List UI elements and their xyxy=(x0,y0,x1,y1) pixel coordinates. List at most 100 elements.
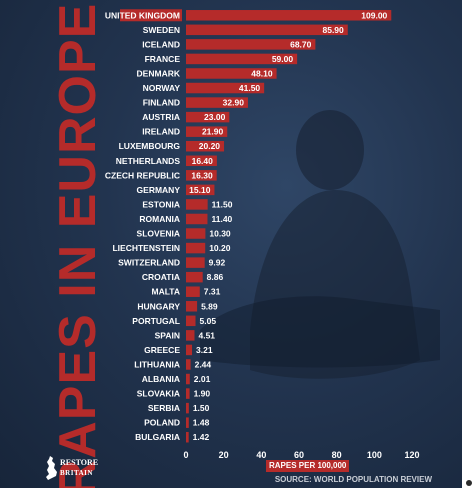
category-label: CZECH REPUBLIC xyxy=(105,170,180,180)
bar xyxy=(186,68,277,79)
value-label: 2.01 xyxy=(194,374,211,384)
category-label: LUXEMBOURG xyxy=(119,141,181,151)
category-label: SWITZERLAND xyxy=(118,258,180,268)
category-label: UNITED KINGDOM xyxy=(105,10,180,20)
bar xyxy=(186,315,196,327)
chart-panel: RAPES IN EUROPE UNITED KINGDOM 109.00 SWED… xyxy=(0,0,462,488)
restore-britain-logo: RESTORE BRITAIN xyxy=(44,455,104,483)
value-label: 10.30 xyxy=(209,229,231,239)
value-label: 4.51 xyxy=(198,330,215,340)
category-label: BULGARIA xyxy=(135,432,180,442)
bar xyxy=(186,228,206,239)
value-label: 23.00 xyxy=(204,112,226,122)
category-label: MALTA xyxy=(152,287,180,297)
category-label: ICELAND xyxy=(142,39,180,49)
value-label: 5.89 xyxy=(201,301,218,311)
bar xyxy=(186,97,248,108)
logo-text-britain: BRITAIN xyxy=(60,469,93,477)
category-label: HUNGARY xyxy=(137,301,180,311)
category-label: AUSTRIA xyxy=(142,112,180,122)
category-label: GERMANY xyxy=(137,185,181,195)
value-label: 2.44 xyxy=(195,359,212,369)
value-label: 16.40 xyxy=(192,156,214,166)
bar-chart: UNITED KINGDOM 109.00 SWEDEN 85.90 ICELAND 68… xyxy=(105,9,419,460)
category-label: ESTONIA xyxy=(142,199,180,209)
bar xyxy=(186,184,215,196)
x-tick-label: 80 xyxy=(332,450,342,460)
value-label: 5.05 xyxy=(200,316,217,326)
value-label: 109.00 xyxy=(361,10,387,20)
category-label: LIECHTENSTEIN xyxy=(112,243,180,253)
value-label: 16.30 xyxy=(191,170,213,180)
category-label: POLAND xyxy=(144,418,180,428)
x-tick-label: 60 xyxy=(294,450,304,460)
bar xyxy=(186,431,189,443)
bar xyxy=(186,170,217,181)
bar xyxy=(186,271,203,283)
value-label: 21.90 xyxy=(202,127,224,137)
source-note: SOURCE: WORLD POPULATION REVIEW xyxy=(274,475,432,484)
value-label: 48.10 xyxy=(251,68,273,78)
category-label: SWEDEN xyxy=(143,25,180,35)
category-label: SERBIA xyxy=(148,403,180,413)
value-label: 8.86 xyxy=(207,272,224,282)
x-tick-label: 20 xyxy=(219,450,229,460)
x-axis-label: RAPES PER 100,000 xyxy=(266,460,350,472)
category-label: DENMARK xyxy=(137,68,181,78)
value-label: 59.00 xyxy=(272,54,294,64)
bar xyxy=(186,39,316,50)
category-label: GREECE xyxy=(144,345,180,355)
value-label: 7.31 xyxy=(204,287,221,297)
category-label: SPAIN xyxy=(155,330,180,340)
bar xyxy=(186,10,392,21)
bar xyxy=(186,286,200,297)
value-label: 20.20 xyxy=(199,141,221,151)
bar xyxy=(186,213,208,225)
bar xyxy=(186,359,191,370)
x-tick-label: 120 xyxy=(404,450,419,460)
bar xyxy=(186,330,195,341)
bar xyxy=(186,301,198,312)
value-label: 3.21 xyxy=(196,345,213,355)
value-label: 68.70 xyxy=(290,39,312,49)
category-label: ROMANIA xyxy=(139,214,180,224)
bar xyxy=(186,388,190,399)
value-label: 1.42 xyxy=(193,432,210,442)
bar xyxy=(186,53,298,65)
value-label: 1.90 xyxy=(194,389,211,399)
bar xyxy=(186,82,265,94)
bar xyxy=(186,242,206,254)
bar xyxy=(186,155,217,167)
bar xyxy=(186,199,208,210)
bar xyxy=(186,24,348,36)
value-label: 11.40 xyxy=(211,214,232,224)
bar xyxy=(186,373,190,385)
bar xyxy=(186,417,189,428)
category-label: FINLAND xyxy=(143,98,180,108)
bar xyxy=(186,111,230,123)
x-tick-label: 40 xyxy=(256,450,266,460)
category-label: CROATIA xyxy=(142,272,180,282)
category-label: FRANCE xyxy=(145,54,181,64)
category-label: NORWAY xyxy=(143,83,181,93)
value-label: 9.92 xyxy=(209,258,226,268)
category-label: SLOVENIA xyxy=(137,229,180,239)
britain-map-icon xyxy=(46,456,57,480)
bar xyxy=(186,257,205,268)
value-label: 32.90 xyxy=(223,98,245,108)
category-label: SLOVAKIA xyxy=(137,389,180,399)
value-label: 41.50 xyxy=(239,83,261,93)
x-tick-label: 0 xyxy=(183,450,188,460)
category-label: ALBANIA xyxy=(142,374,180,384)
label-highlight xyxy=(120,9,182,22)
x-tick-label: 100 xyxy=(367,450,382,460)
bar xyxy=(186,402,189,414)
cursor-dot xyxy=(466,480,472,486)
bar xyxy=(186,126,228,137)
bar xyxy=(186,344,193,356)
category-label: PORTUGAL xyxy=(132,316,180,326)
value-label: 15.10 xyxy=(189,185,211,195)
category-label: NETHERLANDS xyxy=(116,156,181,166)
category-label: LITHUANIA xyxy=(134,359,180,369)
value-label: 10.20 xyxy=(209,243,231,253)
